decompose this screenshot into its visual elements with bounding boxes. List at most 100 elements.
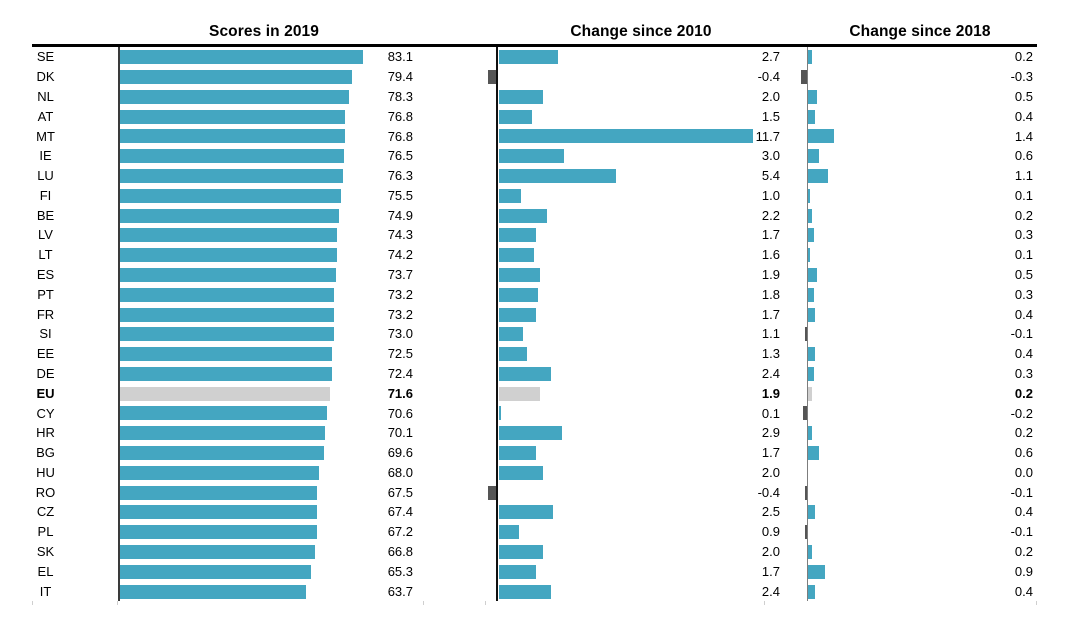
score-2019-bar [119, 248, 338, 263]
score-2019-bar [119, 465, 319, 480]
score-2019-bar [119, 406, 327, 421]
change-2018-value: 0.0 [1014, 464, 1033, 480]
score-2019-value: 66.8 [387, 544, 413, 560]
scores-2019-axis-line [118, 47, 120, 601]
change-2018-value: 0.5 [1014, 267, 1033, 283]
country-label: PL [37, 524, 54, 540]
change-2018-value: 0.4 [1014, 583, 1033, 599]
country-label: IE [39, 148, 52, 164]
score-2019-bar [119, 584, 307, 599]
change-2018-value: 1.4 [1014, 128, 1033, 144]
change-2010-value: 5.4 [761, 168, 780, 184]
score-2019-value: 73.2 [387, 306, 413, 322]
score-2019-bar [119, 505, 318, 520]
score-2019-bar [119, 525, 317, 540]
score-2019-value: 76.8 [387, 128, 413, 144]
change-2010-value: 2.4 [761, 583, 780, 599]
change-2010-value: 0.9 [761, 524, 780, 540]
change-2018-value: 0.3 [1014, 227, 1033, 243]
change-2010-value: 1.8 [761, 286, 780, 302]
country-label: PT [37, 286, 54, 302]
change-2010-bar [499, 149, 565, 164]
change-2010-bar [499, 208, 547, 223]
baseline-tick [485, 601, 486, 605]
baseline-tick [32, 601, 33, 605]
change-2018-bar [808, 89, 818, 104]
change-2018-bar [808, 347, 816, 362]
change-2018-value: -0.2 [1010, 405, 1033, 421]
change-2010-value: -0.4 [757, 484, 780, 500]
score-2019-value: 76.8 [387, 108, 413, 124]
score-2019-bar [119, 446, 324, 461]
change-2010-value: -0.4 [757, 69, 780, 85]
change-2018-value: 0.2 [1014, 49, 1033, 65]
change-2018-value: 0.2 [1014, 544, 1033, 560]
country-label: LT [38, 247, 53, 263]
header-rule [32, 44, 1037, 47]
change-2010-bar [488, 485, 497, 500]
change-2018-value: 0.2 [1014, 425, 1033, 441]
change-2018-value: 0.4 [1014, 108, 1033, 124]
panel-title-scores-2019: Scores in 2019 [209, 23, 319, 40]
score-2019-value: 72.4 [387, 365, 413, 381]
change-2018-bar [808, 505, 816, 520]
change-2010-value: 2.0 [761, 464, 780, 480]
change-2010-bar [499, 505, 554, 520]
change-2010-value: 1.7 [761, 563, 780, 579]
country-label: BE [36, 207, 55, 223]
change-2018-value: 0.1 [1014, 187, 1033, 203]
country-label: ES [36, 267, 55, 283]
change-2018-bar [805, 485, 807, 500]
score-2019-bar [119, 149, 344, 164]
change-2018-value: 0.3 [1014, 286, 1033, 302]
score-2019-value: 63.7 [387, 583, 413, 599]
score-2019-bar [119, 267, 336, 282]
country-label: SK [36, 544, 55, 560]
change-2010-value: 1.7 [761, 227, 780, 243]
baseline-tick [117, 601, 118, 605]
score-2019-value: 67.5 [387, 484, 413, 500]
change-2010-value: 3.0 [761, 148, 780, 164]
change-2010-bar [499, 169, 617, 184]
score-2019-bar [119, 287, 335, 302]
score-2019-value: 78.3 [387, 88, 413, 104]
change-2010-value: 1.7 [761, 306, 780, 322]
baseline-tick [1036, 601, 1037, 605]
country-label: LV [38, 227, 53, 243]
change-2010-bar [488, 70, 497, 85]
change-2018-value: 0.4 [1014, 504, 1033, 520]
change-2010-bar [499, 109, 532, 124]
change-2018-value: 0.4 [1014, 306, 1033, 322]
change-2010-value: 2.2 [761, 207, 780, 223]
change-2018-value: 0.9 [1014, 563, 1033, 579]
country-label: IT [39, 583, 52, 599]
change-2010-bar [499, 426, 563, 441]
score-2019-bar [119, 188, 341, 203]
change-2018-value: 0.5 [1014, 88, 1033, 104]
country-label: BG [36, 445, 55, 461]
score-2019-bar [119, 89, 350, 104]
score-2019-value: 74.9 [387, 207, 413, 223]
country-label: DE [36, 365, 55, 381]
change-2018-bar [808, 386, 812, 401]
country-label: EE [36, 346, 55, 362]
change-2018-bar [808, 584, 816, 599]
score-2019-bar [119, 169, 344, 184]
score-2019-bar [119, 307, 335, 322]
change-2018-bar [805, 327, 807, 342]
change-2010-value: 1.1 [761, 326, 780, 342]
change-2010-value: 1.5 [761, 108, 780, 124]
change-2010-bar [499, 366, 552, 381]
change-2010-value: 2.4 [761, 365, 780, 381]
score-2019-bar [119, 386, 330, 401]
change-2010-value: 1.0 [761, 187, 780, 203]
change-2018-value: 0.3 [1014, 365, 1033, 381]
change-2010-value: 0.1 [761, 405, 780, 421]
change-2018-value: -0.1 [1010, 524, 1033, 540]
score-2019-value: 75.5 [387, 187, 413, 203]
score-2019-value: 70.6 [387, 405, 413, 421]
score-2019-bar [119, 366, 332, 381]
change-2010-value: 2.9 [761, 425, 780, 441]
